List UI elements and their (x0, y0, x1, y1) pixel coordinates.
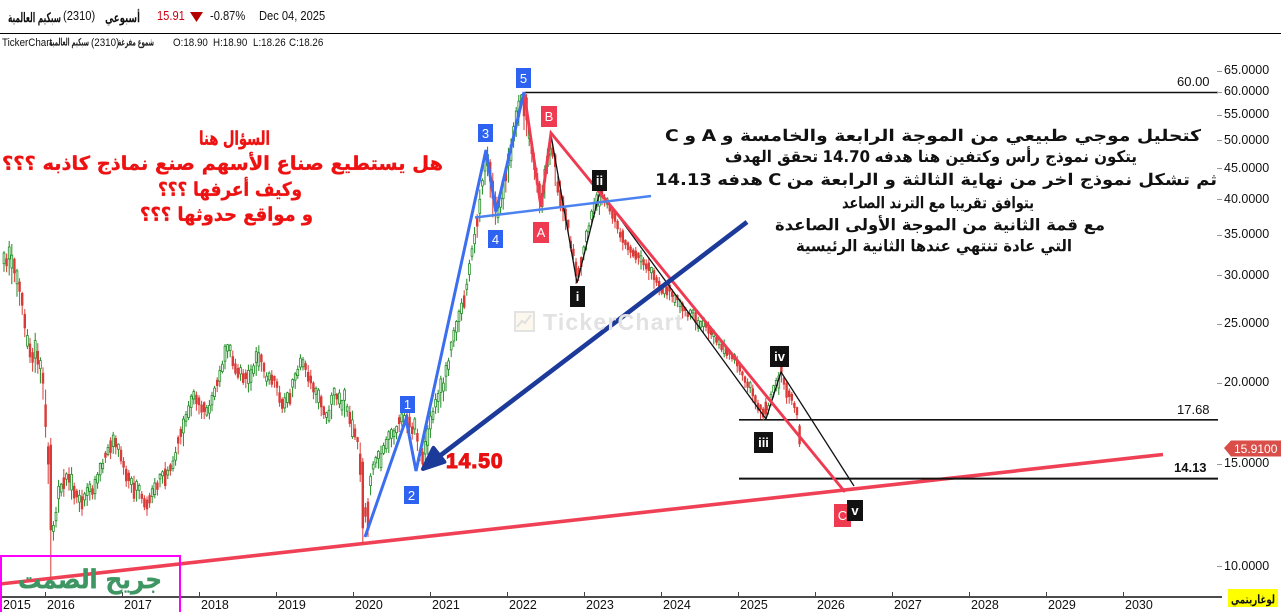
svg-text:15.9100: 15.9100 (1234, 442, 1278, 456)
